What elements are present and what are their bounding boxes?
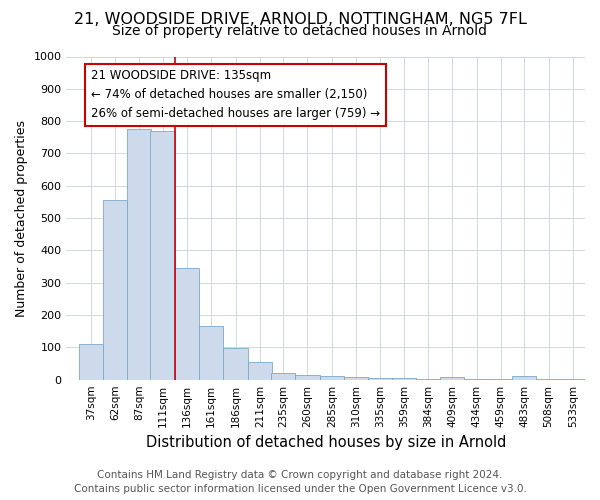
Bar [248,362,272,380]
Y-axis label: Number of detached properties: Number of detached properties [15,120,28,316]
Text: Contains HM Land Registry data © Crown copyright and database right 2024.
Contai: Contains HM Land Registry data © Crown c… [74,470,526,494]
Text: 21 WOODSIDE DRIVE: 135sqm
← 74% of detached houses are smaller (2,150)
26% of se: 21 WOODSIDE DRIVE: 135sqm ← 74% of detac… [91,70,380,120]
Bar [560,378,585,380]
Bar [271,373,295,380]
Bar [392,378,416,380]
Bar [320,376,344,380]
Bar [151,131,175,380]
Bar [199,326,223,380]
X-axis label: Distribution of detached houses by size in Arnold: Distribution of detached houses by size … [146,435,506,450]
Bar [79,344,103,380]
Bar [440,377,464,380]
Text: Size of property relative to detached houses in Arnold: Size of property relative to detached ho… [113,24,487,38]
Bar [344,377,368,380]
Bar [368,378,392,380]
Bar [416,379,440,380]
Bar [223,348,248,380]
Bar [536,379,560,380]
Text: 21, WOODSIDE DRIVE, ARNOLD, NOTTINGHAM, NG5 7FL: 21, WOODSIDE DRIVE, ARNOLD, NOTTINGHAM, … [74,12,526,26]
Bar [127,129,151,380]
Bar [175,268,199,380]
Bar [512,376,536,380]
Bar [464,378,489,380]
Bar [295,376,320,380]
Bar [489,378,513,380]
Bar [103,200,127,380]
